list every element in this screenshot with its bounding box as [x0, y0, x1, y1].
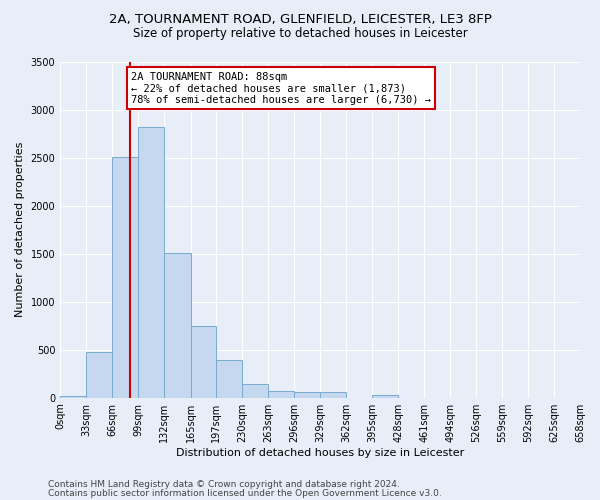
Bar — [60, 396, 86, 398]
Bar — [139, 127, 164, 398]
Bar — [242, 384, 268, 398]
X-axis label: Distribution of detached houses by size in Leicester: Distribution of detached houses by size … — [176, 448, 464, 458]
Bar — [191, 326, 216, 398]
Bar — [294, 392, 320, 398]
Text: Contains public sector information licensed under the Open Government Licence v3: Contains public sector information licen… — [48, 488, 442, 498]
Text: 2A TOURNAMENT ROAD: 88sqm
← 22% of detached houses are smaller (1,873)
78% of se: 2A TOURNAMENT ROAD: 88sqm ← 22% of detac… — [131, 72, 431, 105]
Y-axis label: Number of detached properties: Number of detached properties — [15, 142, 25, 318]
Text: Size of property relative to detached houses in Leicester: Size of property relative to detached ho… — [133, 28, 467, 40]
Bar — [372, 395, 398, 398]
Text: Contains HM Land Registry data © Crown copyright and database right 2024.: Contains HM Land Registry data © Crown c… — [48, 480, 400, 489]
Bar — [86, 352, 112, 398]
Bar — [164, 252, 191, 398]
Text: 2A, TOURNAMENT ROAD, GLENFIELD, LEICESTER, LE3 8FP: 2A, TOURNAMENT ROAD, GLENFIELD, LEICESTE… — [109, 12, 491, 26]
Bar — [112, 156, 139, 398]
Bar — [268, 390, 294, 398]
Bar — [216, 360, 242, 398]
Bar — [320, 392, 346, 398]
